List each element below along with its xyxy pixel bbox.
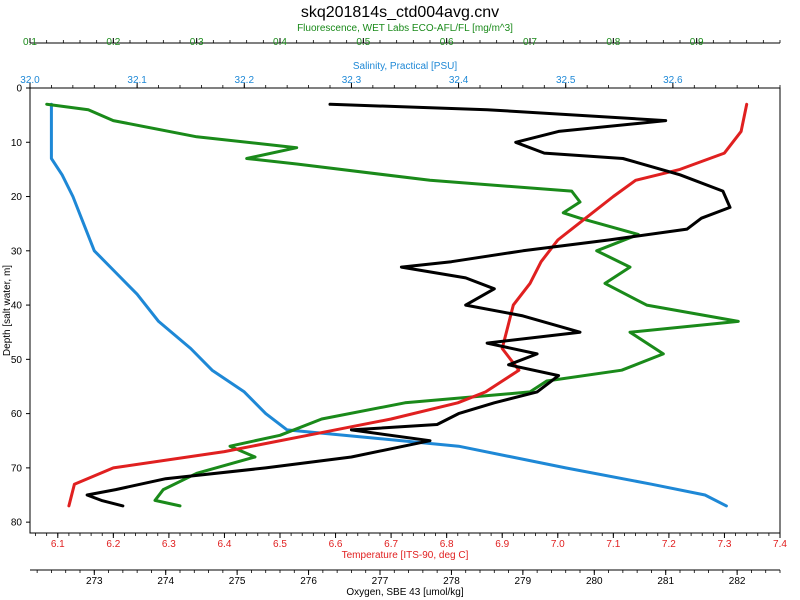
- y-tick-label: 80: [11, 518, 23, 529]
- temperature-tick-label: 6.7: [384, 539, 398, 550]
- oxygen-profile-line: [85, 102, 732, 508]
- fluorescence-tick-label: 0.2: [106, 37, 120, 48]
- oxygen-tick-label: 279: [515, 576, 532, 587]
- salinity-axis-label: Salinity, Practical [PSU]: [353, 61, 458, 72]
- fluorescence-axis-label: Fluorescence, WET Labs ECO-AFL/FL [mg/m^…: [297, 23, 513, 34]
- fluorescence-tick-label: 0.4: [273, 37, 287, 48]
- temperature-tick-label: 6.3: [162, 539, 176, 550]
- plot-area-border: [29, 87, 781, 534]
- temperature-tick-label: 6.2: [106, 539, 120, 550]
- temperature-tick-label: 7.1: [606, 539, 620, 550]
- temperature-tick-label: 6.6: [329, 539, 343, 550]
- oxygen-axis-label: Oxygen, SBE 43 [umol/kg]: [346, 587, 464, 598]
- temperature-axis-label: Temperature [ITS-90, deg C]: [342, 550, 469, 561]
- fluorescence-tick-label: 0.7: [523, 37, 537, 48]
- fluorescence-tick-label: 0.6: [440, 37, 454, 48]
- temperature-tick-label: 7.4: [773, 539, 787, 550]
- fluorescence-tick-label: 0.3: [190, 37, 204, 48]
- fluorescence-tick-label: 0.9: [690, 37, 704, 48]
- chart-title: skq201814s_ctd004avg.cnv: [301, 4, 499, 21]
- oxygen-tick-label: 273: [86, 576, 103, 587]
- temperature-tick-label: 6.4: [217, 539, 231, 550]
- oxygen-tick-label: 280: [586, 576, 603, 587]
- temperature-tick-label: 6.5: [273, 539, 287, 550]
- oxygen-tick-label: 275: [229, 576, 246, 587]
- y-tick-label: 10: [11, 138, 23, 149]
- oxygen-tick-label: 278: [443, 576, 460, 587]
- temperature-tick-label: 6.8: [440, 539, 454, 550]
- salinity-tick-label: 32.0: [20, 75, 40, 86]
- temperature-tick-label: 7.2: [662, 539, 676, 550]
- y-tick-label: 20: [11, 192, 23, 203]
- oxygen-tick-label: 274: [157, 576, 174, 587]
- fluorescence-tick-label: 0.5: [356, 37, 370, 48]
- y-tick-label: 40: [11, 301, 23, 312]
- y-tick-label: 50: [11, 355, 23, 366]
- salinity-profile-line: [49, 102, 728, 508]
- fluorescence-tick-label: 0.1: [23, 37, 37, 48]
- salinity-tick-label: 32.1: [127, 75, 147, 86]
- fluorescence-profile-line: [45, 102, 740, 508]
- salinity-tick-label: 32.4: [449, 75, 469, 86]
- temperature-tick-label: 6.1: [51, 539, 65, 550]
- oxygen-tick-label: 281: [657, 576, 674, 587]
- temperature-profile-line: [67, 102, 749, 508]
- plot-frame: [29, 87, 781, 534]
- salinity-tick-label: 32.6: [663, 75, 683, 86]
- y-tick-label: 30: [11, 246, 23, 257]
- temperature-tick-label: 7.0: [551, 539, 565, 550]
- series-layer: [45, 102, 749, 508]
- y-tick-label: 0: [16, 84, 22, 95]
- salinity-tick-label: 32.3: [342, 75, 362, 86]
- fluorescence-tick-label: 0.8: [606, 37, 620, 48]
- y-tick-label: 70: [11, 463, 23, 474]
- salinity-tick-label: 32.2: [235, 75, 255, 86]
- y-axis-label: Depth [salt water, m]: [2, 265, 13, 356]
- oxygen-tick-label: 277: [372, 576, 389, 587]
- temperature-tick-label: 7.3: [717, 539, 731, 550]
- salinity-tick-label: 32.5: [556, 75, 576, 86]
- oxygen-tick-label: 282: [729, 576, 746, 587]
- oxygen-tick-label: 276: [300, 576, 317, 587]
- temperature-tick-label: 6.9: [495, 539, 509, 550]
- y-tick-label: 60: [11, 409, 23, 420]
